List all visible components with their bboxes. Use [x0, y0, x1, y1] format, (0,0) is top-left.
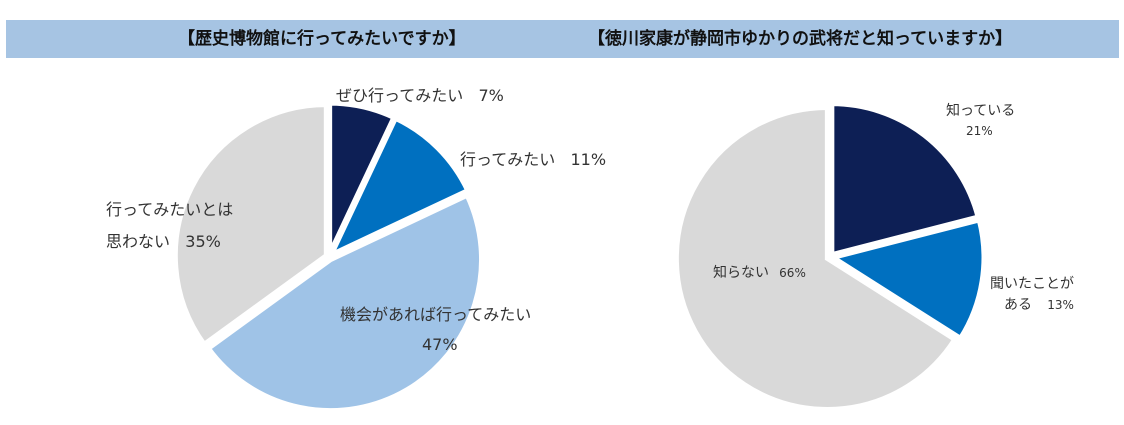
- label-zehi-text: ぜひ行ってみたい: [336, 86, 464, 105]
- label-omowanai-value: 35%: [185, 232, 221, 251]
- ieyasu-slice-0: [829, 101, 982, 258]
- label-kiita-line1: 聞いたことが: [990, 276, 1074, 292]
- label-kikai-text: 機会があれば行ってみたい: [340, 305, 532, 324]
- museum-slice-2: [204, 191, 484, 414]
- label-zehi-value: 7%: [478, 86, 504, 105]
- label-kiita-line2: ある: [1004, 297, 1032, 313]
- chart-title-museum: 【歴史博物館に行ってみたいですか】: [178, 29, 466, 49]
- museum-slice-3: [172, 102, 329, 348]
- chart-title-ieyasu: 【徳川家康が静岡市ゆかりの武将だと知っていますか】: [588, 29, 1013, 49]
- ieyasu-slice-1: [826, 216, 987, 342]
- museum-slice-1: [325, 114, 472, 261]
- label-kiita: ある 13%: [1004, 294, 1074, 314]
- label-zehi: ぜひ行ってみたい 7%: [336, 82, 504, 106]
- label-kiita-value: 13%: [1047, 298, 1074, 312]
- label-shiranai: 知らない 66%: [713, 262, 806, 282]
- title-band: [6, 20, 1119, 58]
- label-shiranai-value: 66%: [779, 266, 806, 280]
- label-omowanai-line2: 思わない: [106, 232, 171, 251]
- label-ittemitai: 行ってみたい 11%: [460, 146, 606, 170]
- label-ittemitai-value: 11%: [570, 150, 607, 169]
- ieyasu-slice-2: [673, 104, 959, 412]
- label-omowanai-line1: 行ってみたいとは: [106, 200, 234, 219]
- label-shitteiru-text: 知っている: [946, 103, 1016, 119]
- label-shitteiru-value: 21%: [966, 124, 993, 138]
- label-omowanai: 思わない 35%: [106, 228, 221, 252]
- label-kikai-value: 47%: [422, 335, 458, 354]
- label-shiranai-text: 知らない: [713, 265, 769, 281]
- label-ittemitai-text: 行ってみたい: [460, 150, 556, 169]
